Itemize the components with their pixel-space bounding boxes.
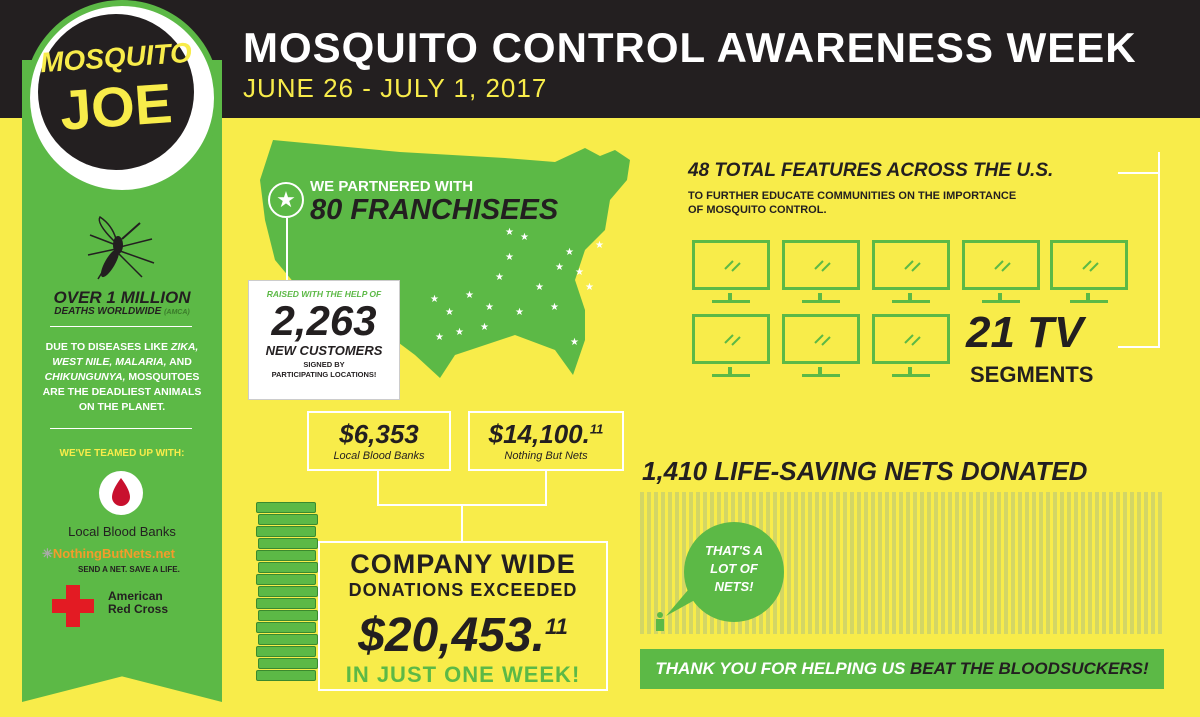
cash-bundle (256, 550, 316, 561)
cash-bundle (258, 658, 318, 669)
svg-text:★: ★ (555, 262, 564, 273)
svg-text:★: ★ (565, 247, 574, 258)
customers-post: SIGNED BY PARTICIPATING LOCATIONS! (271, 360, 377, 379)
tv-value: 21 TV (966, 308, 1084, 357)
cash-bundle (258, 514, 318, 525)
cash-bundle (256, 646, 316, 657)
tv-monitor-icon (692, 314, 770, 377)
franchise-headline: 80 FRANCHISEES (310, 194, 559, 226)
blood-drop-icon (99, 471, 143, 515)
svg-text:★: ★ (575, 267, 584, 278)
total-line-1: COMPANY WIDE (350, 549, 576, 579)
svg-text:★: ★ (455, 327, 464, 338)
svg-text:★: ★ (495, 272, 504, 283)
svg-text:★: ★ (550, 302, 559, 313)
svg-text:★: ★ (515, 307, 524, 318)
tv-monitor-icon (782, 314, 860, 377)
cash-bundle (258, 538, 318, 549)
cash-bundle (258, 562, 318, 573)
nets-headline: 1,410 LIFE-SAVING NETS DONATED (642, 456, 1088, 486)
tv-monitor-icon (692, 240, 770, 303)
nets-donation-value: $14,100.11 (488, 419, 604, 449)
partner-nothing-but-nets: ✳NothingButNets.net (42, 546, 175, 561)
nets-donation-label: Nothing But Nets (504, 450, 588, 462)
bubble-text: THAT'S A LOT OF NETS! (705, 543, 763, 594)
cash-bundle (256, 670, 316, 681)
speech-bubble: THAT'S A LOT OF NETS! (684, 522, 784, 622)
logo-badge: MOSQUITO JOE (38, 14, 194, 170)
nets-donation-box: $14,100.11 Nothing But Nets (468, 411, 624, 471)
cash-bundle (256, 598, 316, 609)
partner-red-cross: American Red Cross (108, 589, 169, 616)
total-value: $20,453.11 (358, 609, 568, 662)
svg-text:★: ★ (595, 240, 604, 251)
star-badge-icon: ★ (268, 182, 304, 218)
svg-text:★: ★ (480, 322, 489, 333)
svg-text:★: ★ (505, 252, 514, 263)
features-sub: TO FURTHER EDUCATE COMMUNITIES ON THE IM… (688, 190, 1017, 216)
franchise-pre: WE PARTNERED WITH (310, 178, 474, 195)
tv-monitor-icon (962, 240, 1040, 303)
cash-bundle (256, 574, 316, 585)
blood-donation-value: $6,353 (339, 419, 419, 449)
cash-bundle (256, 502, 316, 513)
tv-label: SEGMENTS (970, 362, 1094, 387)
cash-bundle (258, 634, 318, 645)
customers-value: 2,263 (271, 297, 377, 344)
page-title: MOSQUITO CONTROL AWARENESS WEEK (243, 24, 1137, 71)
franchise-stars: ★★ ★★ ★★ ★★ ★★ ★★ ★★ ★★ ★★ ★★ (430, 227, 604, 348)
partner-tagline: SEND A NET. SAVE A LIFE. (78, 565, 180, 574)
blood-donation-label: Local Blood Banks (333, 450, 425, 462)
customers-pre: RAISED WITH THE HELP OF (266, 289, 382, 299)
svg-text:★: ★ (585, 282, 594, 293)
tv-monitor-icon (872, 314, 950, 377)
mosquito-icon (87, 215, 155, 280)
customers-label: NEW CUSTOMERS (265, 343, 383, 358)
svg-text:★: ★ (520, 232, 529, 243)
blood-donation-box: $6,353 Local Blood Banks (307, 411, 451, 471)
thanks-banner: THANK YOU FOR HELPING US BEAT THE BLOODS… (640, 649, 1164, 689)
teamed-label: WE'VE TEAMED UP WITH: (59, 448, 185, 459)
svg-text:★: ★ (435, 332, 444, 343)
features-headline: 48 TOTAL FEATURES ACROSS THE U.S. (688, 160, 1054, 181)
svg-text:★: ★ (570, 337, 579, 348)
deaths-headline: OVER 1 MILLION (53, 288, 191, 307)
tv-monitor-icon (1050, 240, 1128, 303)
mosquito-joe-logo: MOSQUITO JOE (24, 0, 220, 196)
svg-text:★: ★ (445, 307, 454, 318)
net-icon: ✳ (42, 546, 53, 561)
cash-bundle (256, 622, 316, 633)
bubble-tail (666, 590, 702, 616)
divider (50, 428, 192, 429)
partner-blood-banks: Local Blood Banks (68, 524, 176, 539)
total-donation-box: COMPANY WIDE DONATIONS EXCEEDED $20,453.… (318, 541, 608, 691)
tv-monitor-icon (872, 240, 950, 303)
red-cross-icon (52, 585, 94, 627)
cash-bundle (258, 610, 318, 621)
diseases-text: DUE TO DISEASES LIKE ZIKA, WEST NILE, MA… (42, 341, 202, 413)
svg-text:★: ★ (485, 302, 494, 313)
divider (50, 326, 192, 327)
svg-text:★: ★ (505, 227, 514, 238)
customers-box: RAISED WITH THE HELP OF 2,263 NEW CUSTOM… (248, 280, 400, 400)
person-icon (656, 612, 664, 632)
svg-text:★: ★ (430, 294, 439, 305)
svg-text:★: ★ (535, 282, 544, 293)
logo-line-2: JOE (57, 71, 175, 142)
total-line-2: DONATIONS EXCEEDED (348, 580, 578, 600)
total-week: IN JUST ONE WEEK! (345, 662, 581, 687)
event-dates: JUNE 26 - JULY 1, 2017 (243, 73, 548, 103)
cash-bundle (258, 586, 318, 597)
deaths-sub: DEATHS WORLDWIDE (AMCA) (54, 306, 190, 317)
svg-text:★: ★ (465, 290, 474, 301)
cash-bundle (256, 526, 316, 537)
tv-monitor-icon (782, 240, 860, 303)
